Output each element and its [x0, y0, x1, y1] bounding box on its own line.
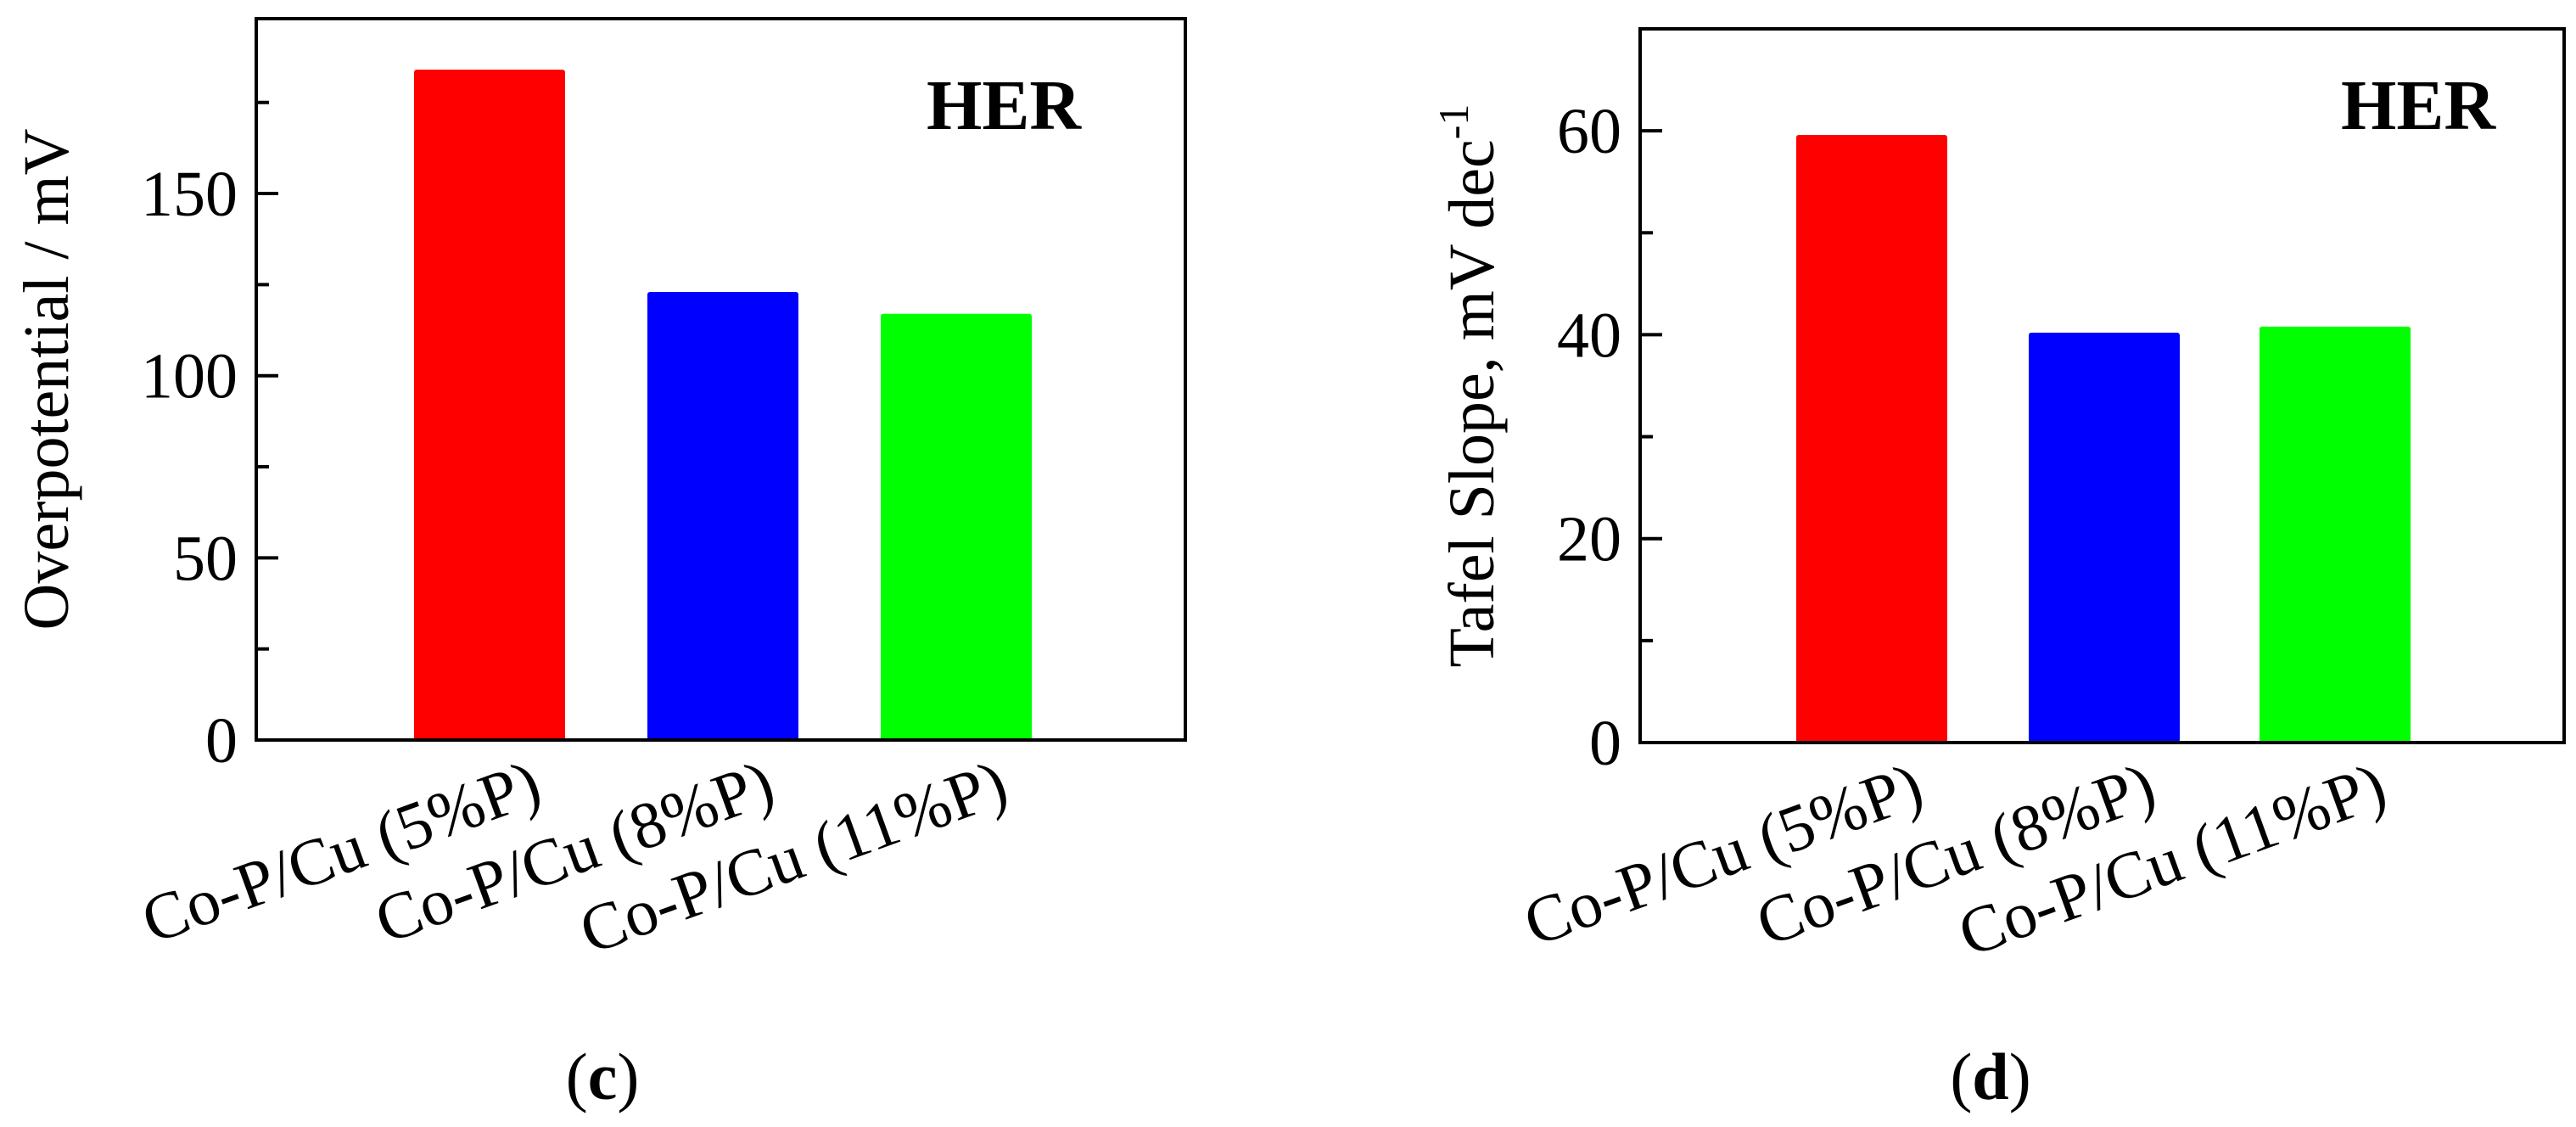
her-annotation: HER — [2341, 66, 2496, 145]
bar-1 — [1796, 134, 1947, 743]
y-tick-label: 20 — [1557, 504, 1621, 575]
panel-label: (c) — [566, 1040, 640, 1113]
panel-label-part: ( — [566, 1040, 588, 1113]
bar-2 — [647, 291, 798, 740]
panel-label-part: ( — [1950, 1040, 1972, 1113]
plot-frame — [1638, 27, 2566, 744]
panel-label-part: d — [1972, 1040, 2008, 1113]
y-tick-label: 50 — [173, 523, 238, 594]
bar-1 — [414, 70, 565, 740]
bar-3 — [2260, 326, 2411, 743]
y-tick-label: 150 — [141, 159, 238, 230]
y-tick-label: 0 — [1589, 708, 1621, 779]
y-axis-title: Overpotential / mV — [11, 128, 82, 630]
her-annotation: HER — [927, 66, 1082, 145]
y-tick-label: 40 — [1557, 300, 1621, 371]
panel-label: (d) — [1950, 1040, 2030, 1113]
plot-frame — [255, 17, 1187, 742]
bar-2 — [2029, 333, 2180, 743]
y-tick-label: 0 — [205, 705, 238, 777]
y-axis-title: Tafel Slope, mV dec-1 — [1430, 104, 1508, 668]
bar-3 — [881, 313, 1032, 740]
panel-label-part: ) — [617, 1040, 639, 1113]
panel-label-part: c — [588, 1040, 618, 1113]
y-tick-label: 60 — [1557, 96, 1621, 167]
panel-label-part: ) — [2009, 1040, 2031, 1113]
y-tick-label: 100 — [141, 341, 238, 412]
y-axis-title-superscript: -1 — [1430, 104, 1477, 140]
